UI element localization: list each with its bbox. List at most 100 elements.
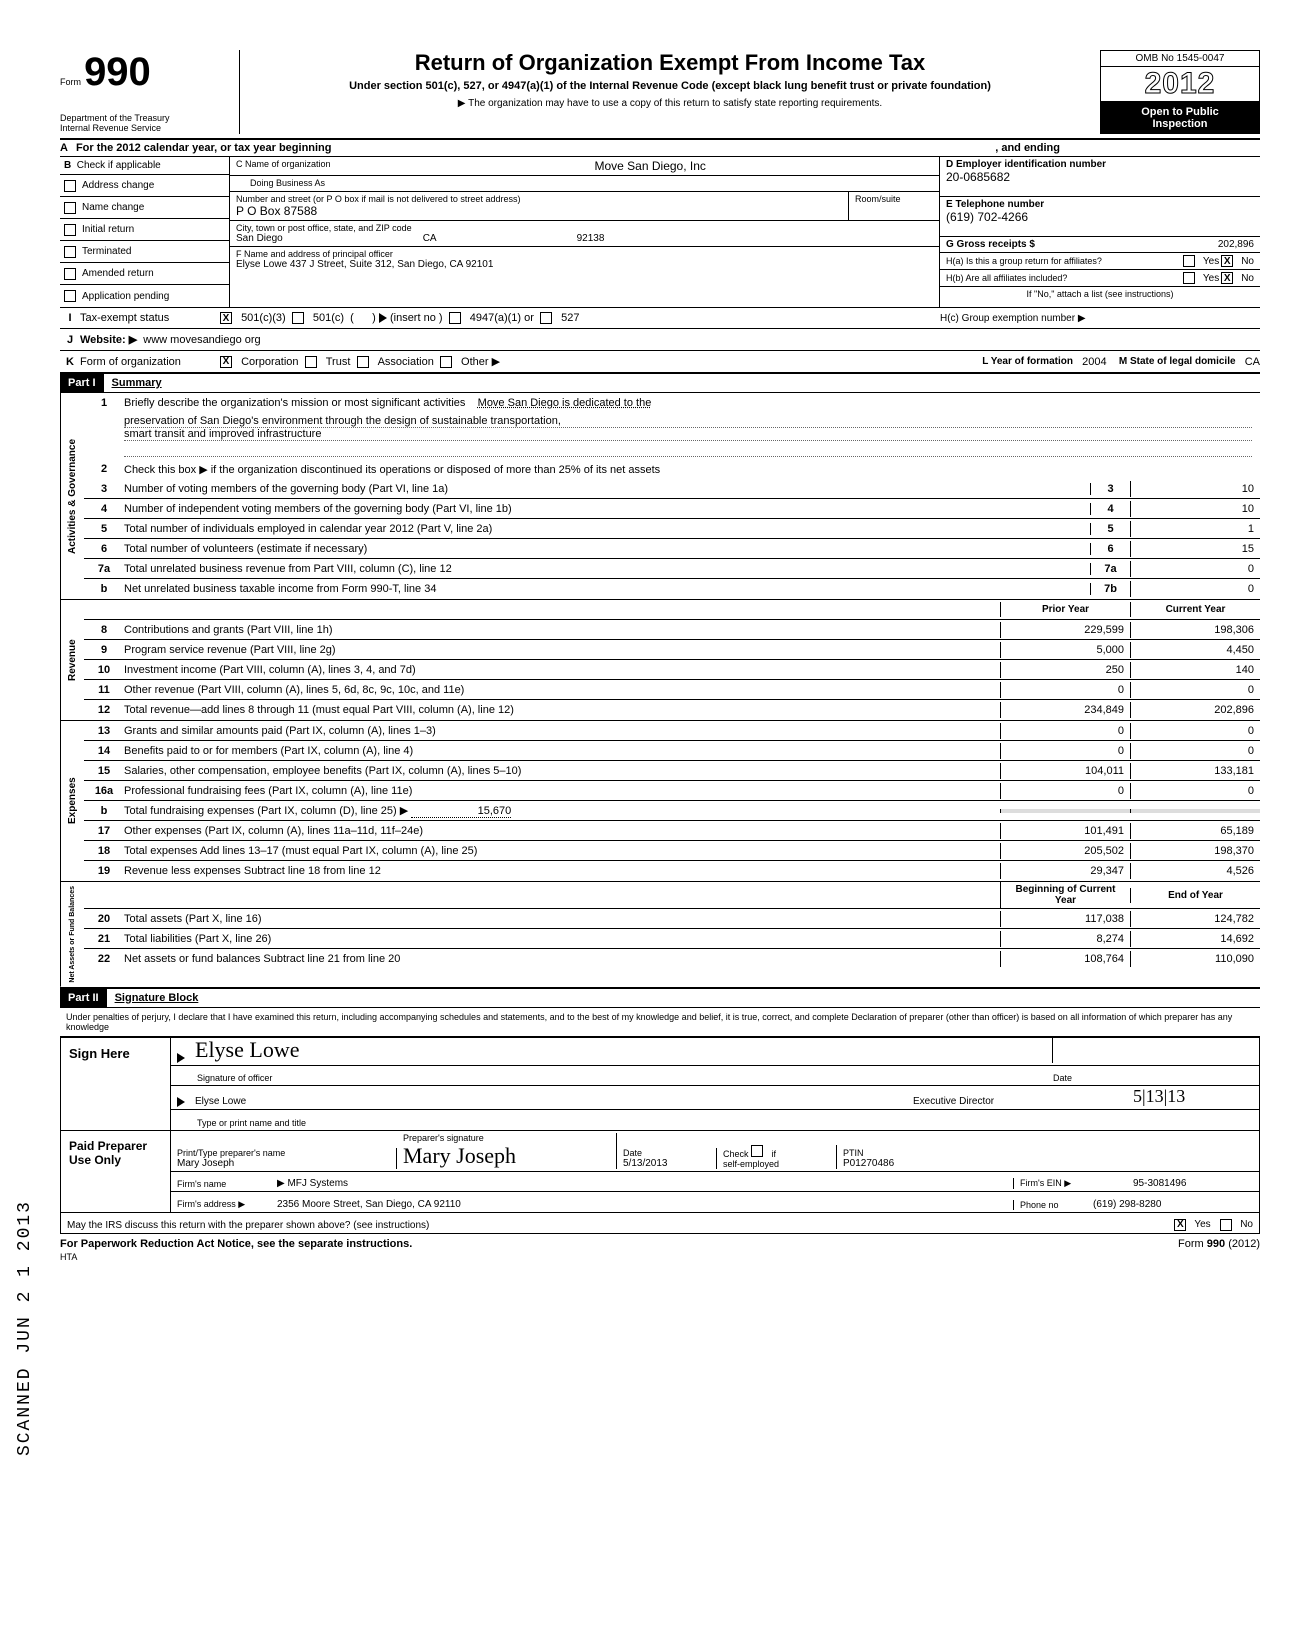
check-amended[interactable]: Amended return <box>60 263 229 285</box>
preparer-signature: Mary Joseph <box>403 1143 616 1169</box>
paperwork-notice: For Paperwork Reduction Act Notice, see … <box>60 1238 412 1250</box>
check-501c3[interactable]: X <box>220 312 232 324</box>
table-row: 3Number of voting members of the governi… <box>84 479 1260 499</box>
table-row: 16aProfessional fundraising fees (Part I… <box>84 781 1260 801</box>
d-label: D Employer identification number <box>946 159 1254 170</box>
c-label: C Name of organization <box>236 159 575 169</box>
check-address-change[interactable]: Address change <box>60 175 229 197</box>
form-subtitle: Under section 501(c), 527, or 4947(a)(1)… <box>250 80 1090 92</box>
officer-value: Elyse Lowe 437 J Street, Suite 312, San … <box>236 259 933 270</box>
revenue-label: Revenue <box>60 600 84 720</box>
zip-value: 92138 <box>577 233 605 244</box>
check-terminated[interactable]: Terminated <box>60 241 229 263</box>
table-row: 14Benefits paid to or for members (Part … <box>84 741 1260 761</box>
check-corp[interactable]: X <box>220 356 232 368</box>
state-value: CA <box>423 233 437 244</box>
line-i: I Tax-exempt status X 501(c)(3) 501(c) (… <box>60 308 1260 329</box>
governance-label: Activities & Governance <box>60 393 84 599</box>
website-value: www movesandiego org <box>143 334 260 346</box>
line-k: K Form of organization X Corporation Tru… <box>60 351 1260 374</box>
netassets-section: Net Assets or Fund Balances Beginning of… <box>60 882 1260 989</box>
perjury-text: Under penalties of perjury, I declare th… <box>60 1008 1260 1036</box>
check-app-pending[interactable]: Application pending <box>60 285 229 307</box>
part1-header-row: Part I Summary <box>60 374 1260 393</box>
firm-addr: 2356 Moore Street, San Diego, CA 92110 <box>277 1199 1013 1210</box>
header-left: Form 990 Department of the Treasury Inte… <box>60 50 240 134</box>
form-number: 990 <box>84 50 151 94</box>
preparer-date: 5/13/2013 <box>623 1158 716 1169</box>
expenses-label: Expenses <box>60 721 84 881</box>
officer-date: 5|13|13 <box>1133 1086 1253 1107</box>
table-row: 7aTotal unrelated business revenue from … <box>84 559 1260 579</box>
check-trust[interactable] <box>305 356 317 368</box>
line-j: J Website: ▶ www movesandiego org <box>60 329 1260 351</box>
table-row: 22Net assets or fund balances Subtract l… <box>84 949 1260 969</box>
table-row: 13Grants and similar amounts paid (Part … <box>84 721 1260 741</box>
form-990-page: Form 990 Department of the Treasury Inte… <box>60 50 1260 1262</box>
dept-treasury: Department of the Treasury <box>60 113 231 123</box>
scanned-stamp: SCANNED JUN 2 1 2013 <box>15 1200 35 1456</box>
f-label: F Name and address of principal officer <box>236 249 933 259</box>
header-center: Return of Organization Exempt From Incom… <box>240 50 1100 109</box>
part1-title: Summary <box>104 374 170 392</box>
dba-label: Doing Business As <box>236 178 325 188</box>
part1-header: Part I <box>60 374 104 392</box>
footer: For Paperwork Reduction Act Notice, see … <box>60 1234 1260 1250</box>
table-row: 11Other revenue (Part VIII, column (A), … <box>84 680 1260 700</box>
row-a-ending: , and ending <box>995 142 1060 154</box>
e-label: E Telephone number <box>946 199 1254 210</box>
table-row: 5Total number of individuals employed in… <box>84 519 1260 539</box>
officer-title: Executive Director <box>913 1096 1133 1107</box>
hta-label: HTA <box>60 1252 1260 1262</box>
check-4947[interactable] <box>449 312 461 324</box>
check-initial-return[interactable]: Initial return <box>60 219 229 241</box>
open-public: Open to Public Inspection <box>1100 102 1260 134</box>
discuss-text: May the IRS discuss this return with the… <box>67 1220 1174 1231</box>
table-row: 9Program service revenue (Part VIII, lin… <box>84 640 1260 660</box>
officer-signature: Elyse Lowe <box>195 1037 1052 1063</box>
form-title: Return of Organization Exempt From Incom… <box>250 50 1090 76</box>
g-label: G Gross receipts $ <box>946 239 1035 250</box>
sign-here-label: Sign Here <box>61 1038 171 1130</box>
city-value: San Diego <box>236 233 283 244</box>
table-row: 21Total liabilities (Part X, line 26)8,2… <box>84 929 1260 949</box>
firm-ein: 95-3081496 <box>1133 1178 1253 1189</box>
label-a: A <box>60 142 68 154</box>
table-row: bNet unrelated business taxable income f… <box>84 579 1260 599</box>
hb-label: H(b) Are all affiliates included? <box>946 273 1067 283</box>
discuss-yes[interactable]: X <box>1174 1219 1186 1231</box>
ptin-value: P01270486 <box>843 1158 1253 1169</box>
addr-value: P O Box 87588 <box>236 204 842 218</box>
check-other[interactable] <box>440 356 452 368</box>
preparer-name: Mary Joseph <box>177 1158 396 1169</box>
col-b-checks: B Check if applicable Address change Nam… <box>60 157 230 307</box>
table-row: 19Revenue less expenses Subtract line 18… <box>84 861 1260 881</box>
form-label: Form <box>60 77 81 87</box>
gross-value: 202,896 <box>1218 239 1254 250</box>
paid-preparer-label: Paid Preparer Use Only <box>61 1131 171 1212</box>
part2-title: Signature Block <box>107 989 207 1007</box>
org-name: Move San Diego, Inc <box>575 159 934 173</box>
form-ref: Form 990 (2012) <box>1178 1238 1260 1250</box>
table-row: 15Salaries, other compensation, employee… <box>84 761 1260 781</box>
label-b: B <box>64 160 71 171</box>
header-right: OMB No 1545-0047 2012 Open to Public Ins… <box>1100 50 1260 134</box>
check-assoc[interactable] <box>357 356 369 368</box>
city-label: City, town or post office, state, and ZI… <box>236 223 933 233</box>
irs-label: Internal Revenue Service <box>60 123 231 134</box>
part2-header: Part II <box>60 989 107 1007</box>
firm-name: MFJ Systems <box>287 1178 348 1189</box>
expenses-section: Expenses 13Grants and similar amounts pa… <box>60 721 1260 882</box>
row-a: A For the 2012 calendar year, or tax yea… <box>60 140 1260 157</box>
table-row: 8Contributions and grants (Part VIII, li… <box>84 620 1260 640</box>
check-name-change[interactable]: Name change <box>60 197 229 219</box>
check-501c[interactable] <box>292 312 304 324</box>
phone-value: (619) 702-4266 <box>946 210 1254 224</box>
discuss-no[interactable] <box>1220 1219 1232 1231</box>
ha-label: H(a) Is this a group return for affiliat… <box>946 256 1102 266</box>
table-row: 17Other expenses (Part IX, column (A), l… <box>84 821 1260 841</box>
arrow-note: ▶ The organization may have to use a cop… <box>250 98 1090 109</box>
part2-header-row: Part II Signature Block <box>60 989 1260 1008</box>
check-527[interactable] <box>540 312 552 324</box>
ein-value: 20-0685682 <box>946 170 1254 184</box>
